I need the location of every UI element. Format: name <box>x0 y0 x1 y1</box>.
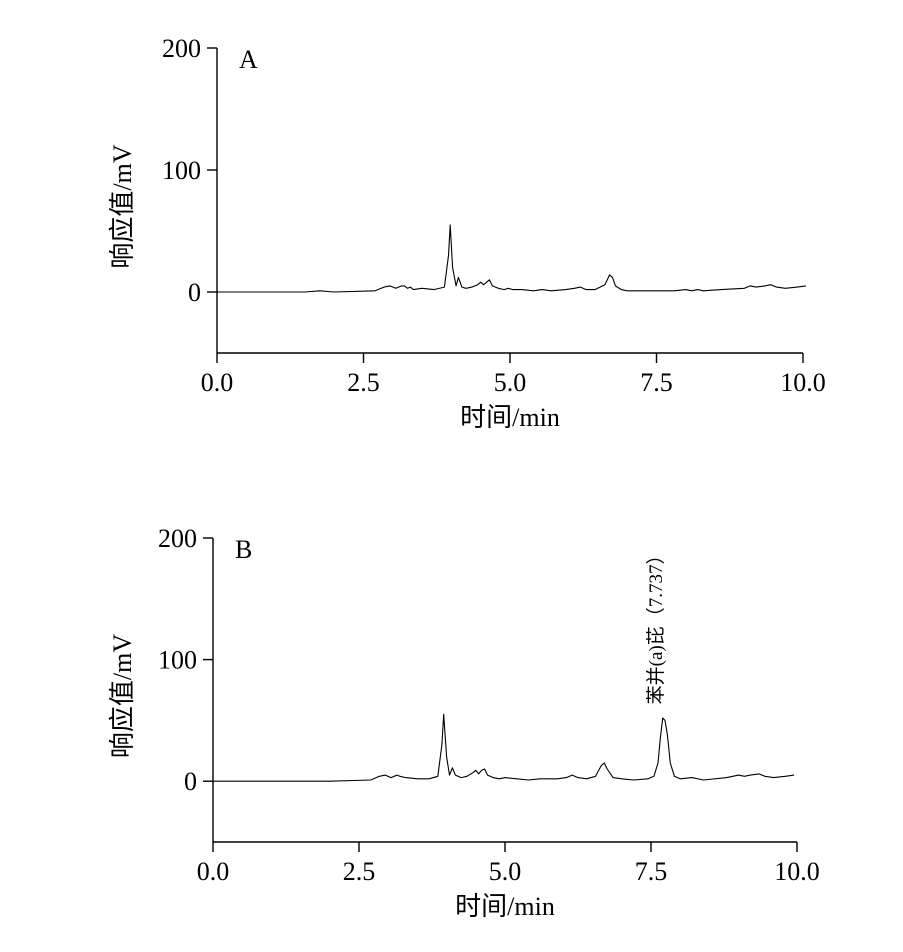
y-tick-label: 0 <box>184 767 197 796</box>
x-tick-label: 10.0 <box>780 368 826 397</box>
x-tick-label: 0.0 <box>197 857 230 886</box>
y-tick-label: 100 <box>158 646 197 675</box>
x-tick-label: 0.0 <box>201 368 234 397</box>
peak-annotation: 苯并(a)芘（7.737） <box>645 545 667 704</box>
chart-panel-a: 0 100 200 0.0 2.5 5.0 7.5 10.0 时间/min 响应值/mV A <box>108 34 826 432</box>
panel-label: B <box>235 535 252 564</box>
x-axis-label: 时间/min <box>460 403 560 432</box>
y-tick-label: 200 <box>158 524 197 553</box>
x-tick-label: 10.0 <box>774 857 820 886</box>
series-line-b-0 <box>213 713 795 782</box>
x-tick-label: 5.0 <box>489 857 522 886</box>
x-tick-label: 5.0 <box>494 368 527 397</box>
y-tick-label: 0 <box>188 278 201 307</box>
x-tick-label: 2.5 <box>347 368 380 397</box>
y-axis-label: 响应值/mV <box>108 144 137 268</box>
panel-label: A <box>239 45 258 74</box>
y-tick-label: 200 <box>162 34 201 63</box>
x-axis-label: 时间/min <box>455 892 555 921</box>
x-tick-label: 2.5 <box>343 857 376 886</box>
x-tick-label: 7.5 <box>640 368 673 397</box>
x-tick-label: 7.5 <box>635 857 668 886</box>
y-axis-label: 响应值/mV <box>108 634 137 758</box>
series-line-a-0 <box>217 224 806 293</box>
y-tick-label: 100 <box>162 156 201 185</box>
chart-panel-b: 0 100 200 0.0 2.5 5.0 7.5 10.0 时间/min 响应值/mV B 苯并(a… <box>108 524 820 921</box>
